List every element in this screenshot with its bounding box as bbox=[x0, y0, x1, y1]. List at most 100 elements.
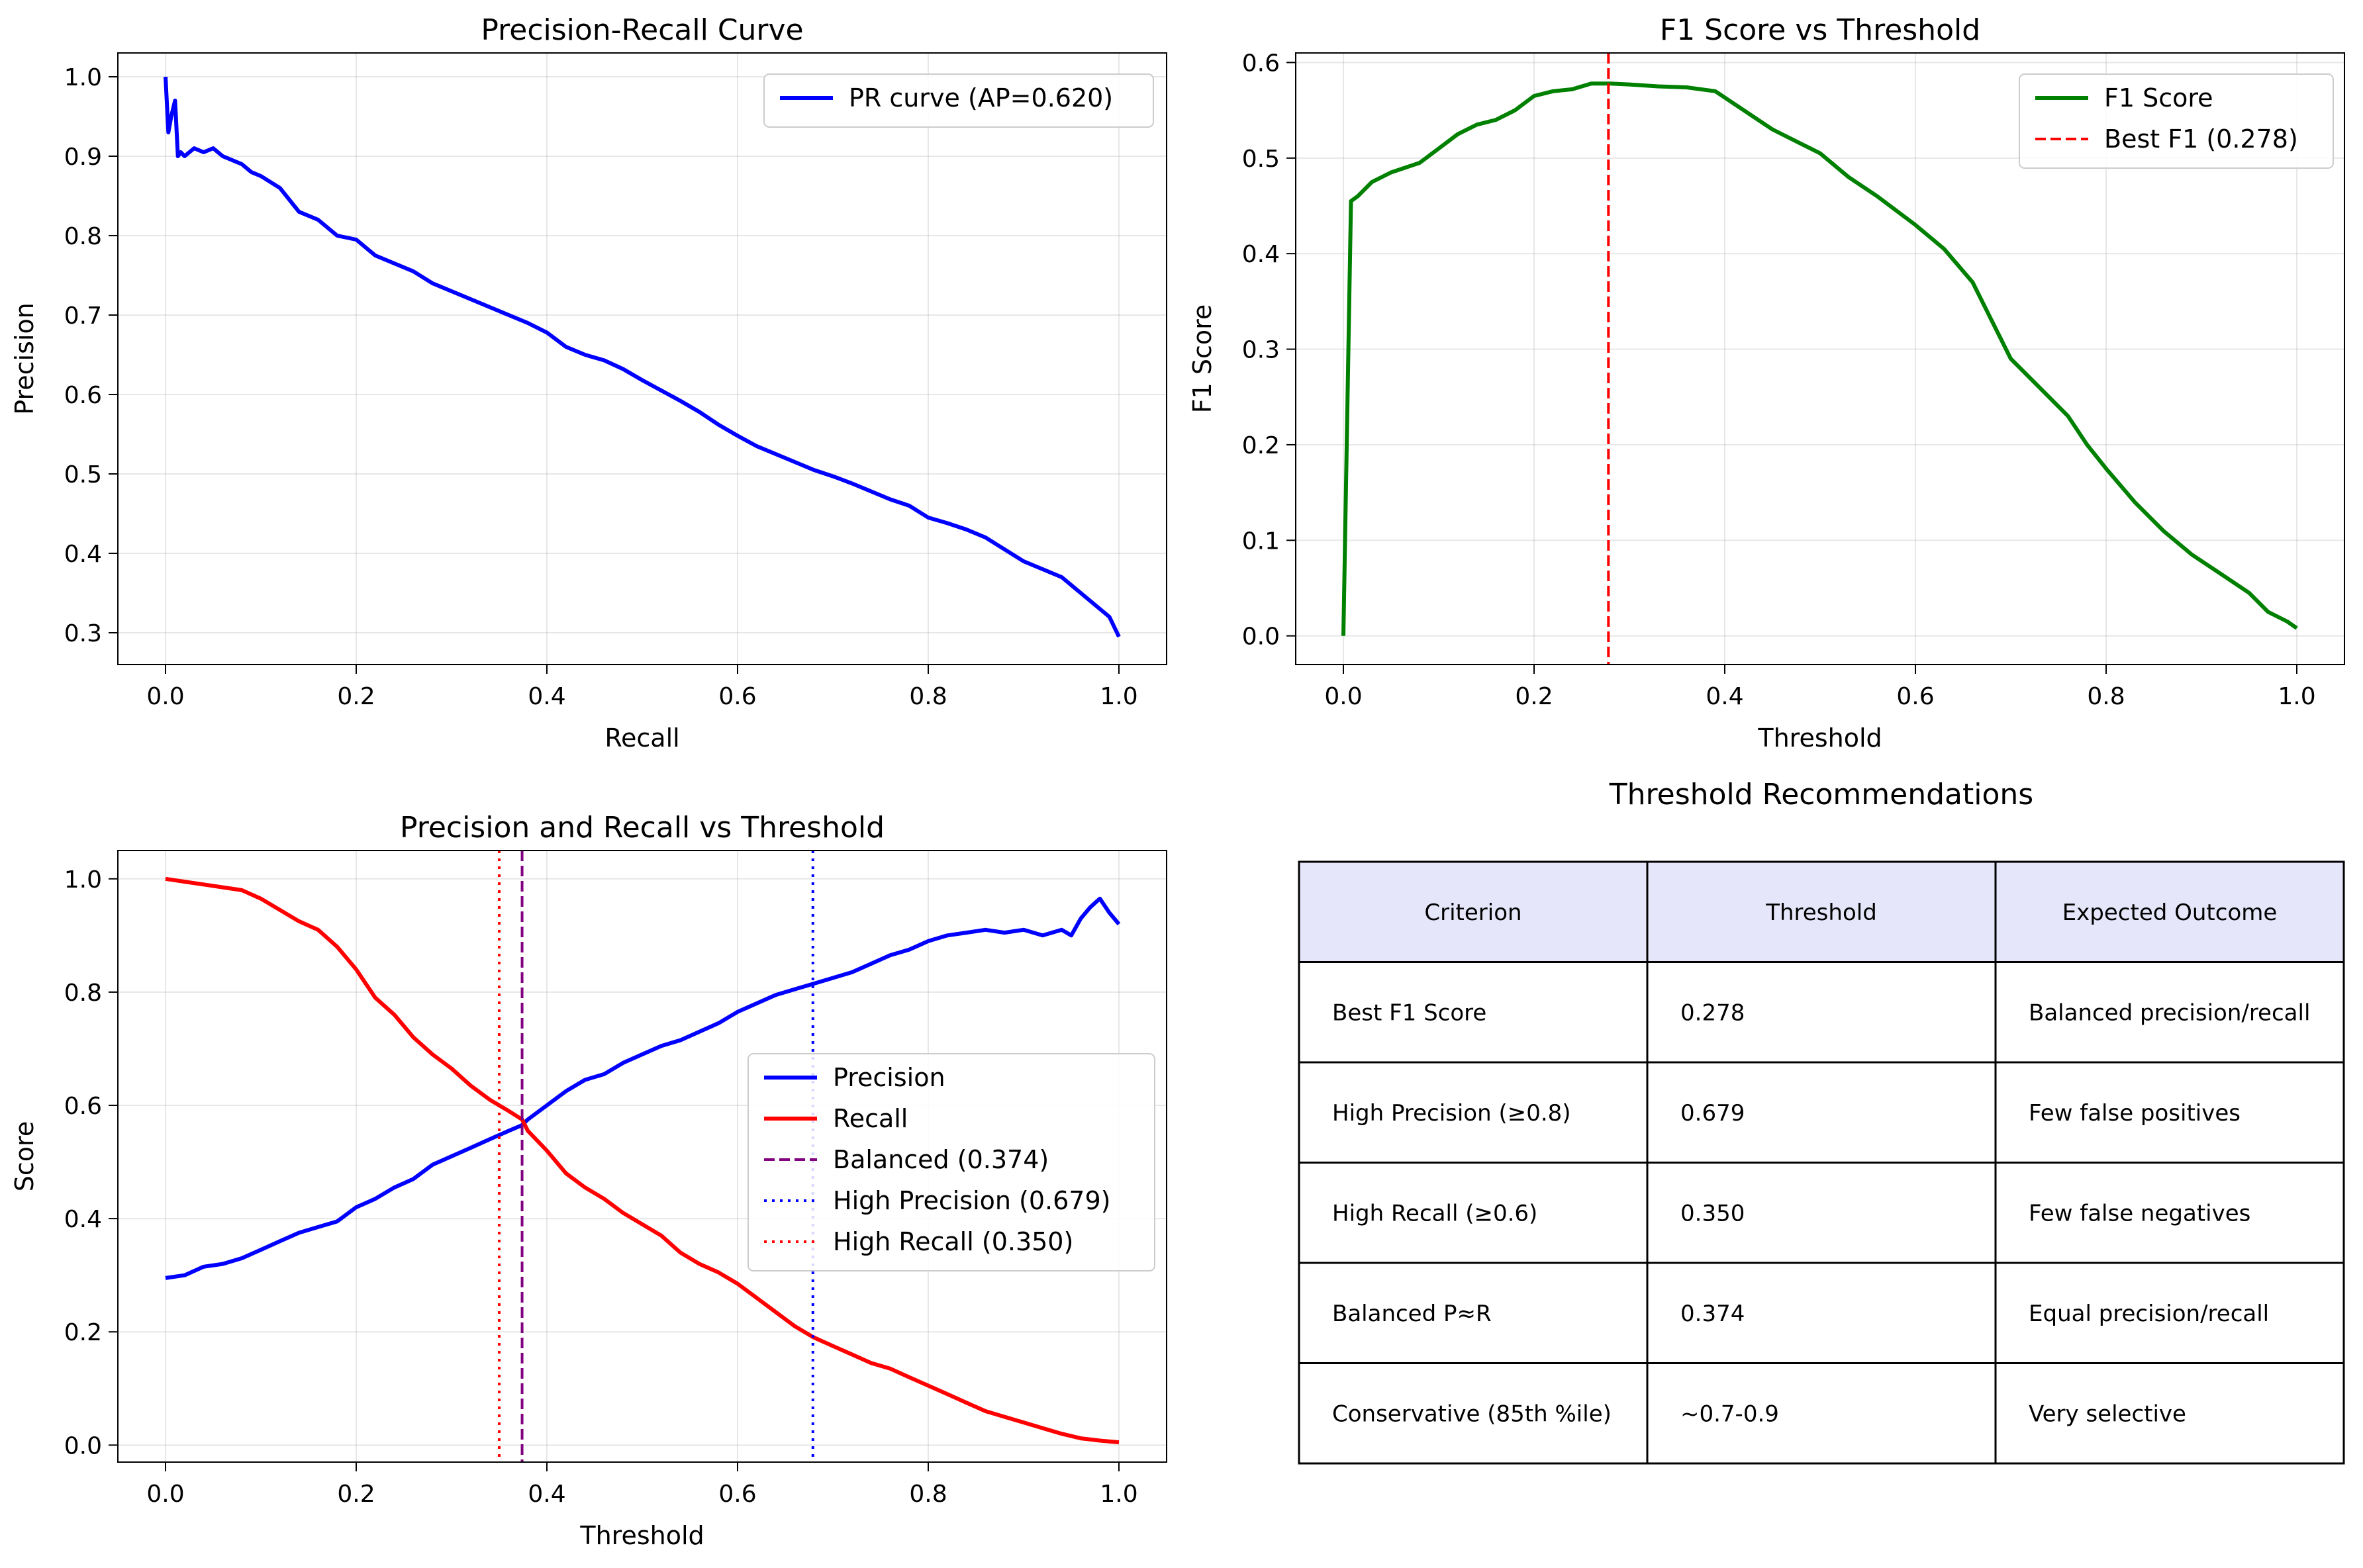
x-tick-label: 0.6 bbox=[718, 683, 756, 710]
chart-title: Precision-Recall Curve bbox=[481, 13, 803, 47]
table-cell-text: 0.350 bbox=[1680, 1200, 1745, 1226]
y-tick-label: 0.0 bbox=[1242, 623, 1280, 651]
x-tick-label: 0.0 bbox=[146, 1481, 184, 1508]
legend-label: Best F1 (0.278) bbox=[2104, 124, 2298, 154]
x-tick-label: 0.2 bbox=[1515, 683, 1553, 710]
chart-title: F1 Score vs Threshold bbox=[1660, 13, 1980, 47]
series-line-f1-score bbox=[1341, 81, 2298, 636]
y-tick-label: 0.1 bbox=[1242, 528, 1280, 555]
table-cell bbox=[1298, 1262, 1649, 1364]
table-cell-text: 0.374 bbox=[1680, 1301, 1745, 1327]
legend-label: Recall bbox=[833, 1104, 908, 1133]
y-tick-label: 0.6 bbox=[64, 1093, 102, 1120]
table-header-text: Threshold bbox=[1765, 899, 1877, 926]
table-cell-text: Equal precision/recall bbox=[2029, 1301, 2269, 1327]
y-tick-label: 0.4 bbox=[1242, 241, 1280, 268]
table-cell bbox=[1646, 1061, 1997, 1164]
y-tick-label: 0.7 bbox=[64, 302, 102, 330]
x-tick-label: 0.2 bbox=[337, 683, 375, 710]
table-cell bbox=[1994, 1362, 2345, 1465]
y-axis-label: Score bbox=[10, 1121, 39, 1191]
y-tick-label: 0.4 bbox=[64, 1206, 102, 1233]
legend-label: F1 Score bbox=[2104, 83, 2213, 113]
y-tick-label: 0.8 bbox=[64, 980, 102, 1007]
y-tick-label: 0.2 bbox=[1242, 432, 1280, 459]
table-header-cell bbox=[1646, 860, 1997, 963]
x-tick-label: 0.0 bbox=[1324, 683, 1362, 710]
y-tick-label: 0.2 bbox=[64, 1319, 102, 1346]
precision-recall-threshold-panel: 0.0 0.2 0.4 0.6 0.8 1.0 0.0 0.2 0.4 0.6 0.8 1.0 Pre… bbox=[10, 811, 1167, 1550]
x-tick-label: 0.6 bbox=[1896, 683, 1934, 710]
x-tick-label: 0.2 bbox=[337, 1481, 375, 1508]
x-tick-label: 0.0 bbox=[146, 683, 184, 710]
table-cell-text: 0.278 bbox=[1680, 999, 1745, 1026]
table-cell-text: Few false positives bbox=[2029, 1100, 2241, 1127]
y-axis-label: Precision bbox=[10, 302, 39, 415]
table-cell-text: 0.679 bbox=[1680, 1100, 1745, 1127]
table-cell-text: Very selective bbox=[2029, 1401, 2186, 1427]
y-tick-label: 0.9 bbox=[64, 144, 102, 171]
table-cell bbox=[1298, 961, 1649, 1064]
legend-label: PR curve (AP=0.620) bbox=[849, 83, 1113, 113]
x-tick-label: 0.4 bbox=[1706, 683, 1743, 710]
x-tick-label: 1.0 bbox=[1100, 1481, 1137, 1508]
legend-label: Precision bbox=[833, 1063, 945, 1092]
y-tick-label: 0.3 bbox=[64, 620, 102, 647]
table-cell-text: Balanced P≈R bbox=[1332, 1301, 1492, 1327]
table-title: Threshold Recommendations bbox=[1609, 778, 2033, 811]
x-tick-label: 1.0 bbox=[1100, 683, 1137, 710]
y-tick-label: 0.6 bbox=[64, 382, 102, 409]
series-line-precision bbox=[165, 896, 1121, 1280]
y-tick-label: 0.8 bbox=[64, 223, 102, 250]
x-tick-label: 0.8 bbox=[909, 1481, 947, 1508]
recommendations-table-panel: Threshold Recommendations Criterion Thres… bbox=[1298, 778, 2345, 1465]
y-tick-label: 0.4 bbox=[64, 541, 102, 568]
y-axis-label: F1 Score bbox=[1188, 304, 1217, 414]
table-cell-text: Balanced precision/recall bbox=[2029, 999, 2310, 1026]
x-tick-label: 1.0 bbox=[2278, 683, 2315, 710]
table-header-cell bbox=[1298, 860, 1649, 963]
legend: PR curve (AP=0.620) bbox=[763, 73, 1154, 128]
x-tick-label: 0.4 bbox=[528, 1481, 565, 1508]
y-tick-label: 0.6 bbox=[1242, 50, 1280, 77]
x-axis-label: Recall bbox=[604, 723, 679, 753]
table-cell-text: Best F1 Score bbox=[1332, 999, 1486, 1026]
x-tick-label: 0.6 bbox=[718, 1481, 756, 1508]
table-cell bbox=[1646, 1362, 1997, 1465]
legend: F1 Score Best F1 (0.278) bbox=[2019, 73, 2334, 169]
table-cell-text: High Recall (≥0.6) bbox=[1332, 1200, 1537, 1226]
legend: Precision Recall Balanced (0.374) High Prec… bbox=[747, 1053, 1155, 1271]
legend-label: High Precision (0.679) bbox=[833, 1186, 1110, 1215]
chart-title: Precision and Recall vs Threshold bbox=[400, 811, 885, 845]
table-cell bbox=[1994, 1162, 2345, 1264]
table-cell-text: ~0.7-0.9 bbox=[1680, 1401, 1779, 1427]
y-tick-label: 0.3 bbox=[1242, 337, 1280, 364]
x-tick-label: 0.4 bbox=[528, 683, 565, 710]
x-tick-label: 0.8 bbox=[2087, 683, 2125, 710]
table-header-text: Expected Outcome bbox=[2062, 899, 2278, 926]
y-tick-label: 0.5 bbox=[64, 461, 102, 488]
table-cell bbox=[1994, 1061, 2345, 1164]
table-cell bbox=[1994, 961, 2345, 1064]
legend-box bbox=[747, 1053, 1155, 1271]
table-cell bbox=[1298, 1162, 1649, 1264]
pr-curve-panel: 0.0 0.2 0.4 0.6 0.8 1.0 0.3 0.4 0.5 0.6 0.7 0.8 0.9 1… bbox=[10, 13, 1167, 753]
table-header-text: Criterion bbox=[1424, 899, 1521, 926]
y-tick-label: 1.0 bbox=[64, 64, 102, 91]
y-tick-label: 0.0 bbox=[64, 1432, 102, 1459]
series-line-recall bbox=[165, 876, 1120, 1445]
table-cell-text: High Precision (≥0.8) bbox=[1332, 1100, 1571, 1127]
y-tick-label: 0.5 bbox=[1242, 146, 1280, 173]
y-tick-label: 1.0 bbox=[64, 866, 102, 894]
legend-box bbox=[2019, 73, 2334, 169]
series-line-pr-curve-ap-0-620 bbox=[164, 76, 1121, 638]
x-axis-label: Threshold bbox=[1757, 723, 1882, 753]
x-axis-label: Threshold bbox=[579, 1521, 704, 1550]
legend-box bbox=[763, 73, 1154, 128]
legend-label: High Recall (0.350) bbox=[833, 1227, 1073, 1256]
table-cell bbox=[1994, 1262, 2345, 1364]
table-cell bbox=[1646, 1262, 1997, 1364]
table-cell-text: Conservative (85th %ile) bbox=[1332, 1401, 1612, 1427]
table-cell-text: Few false negatives bbox=[2029, 1200, 2250, 1226]
